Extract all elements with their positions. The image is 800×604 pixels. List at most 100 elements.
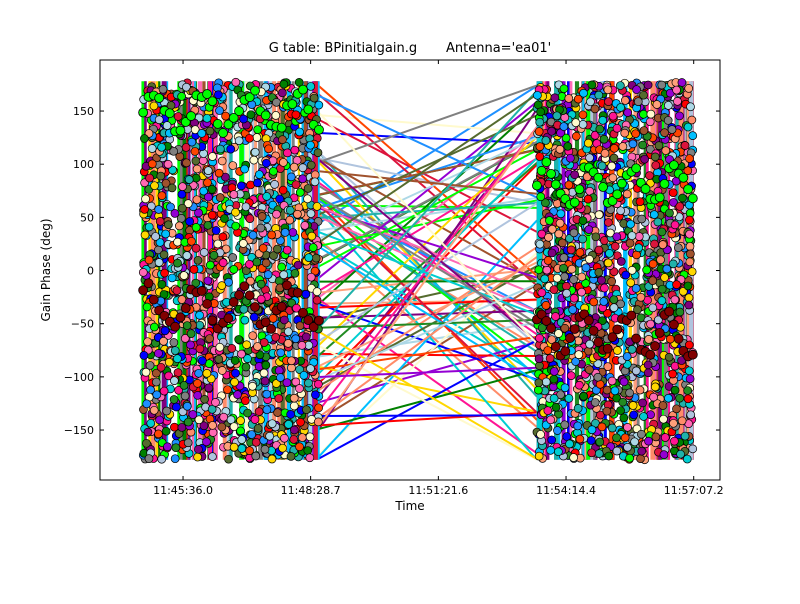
data-point (566, 440, 574, 448)
data-point (204, 167, 212, 175)
highlight-point (208, 97, 217, 106)
highlight-point (551, 342, 560, 351)
data-point (164, 221, 172, 229)
data-point (253, 134, 261, 142)
data-point (570, 454, 578, 462)
data-point (190, 265, 198, 273)
data-point (206, 127, 214, 135)
data-point (664, 101, 672, 109)
data-point (291, 269, 299, 277)
data-point (191, 147, 199, 155)
data-point (548, 225, 556, 233)
data-point (187, 330, 195, 338)
data-point (179, 183, 187, 191)
data-point (266, 432, 274, 440)
highlight-point (641, 184, 650, 193)
data-point (668, 126, 676, 134)
data-point (225, 455, 233, 463)
data-point (209, 421, 217, 429)
data-point (658, 81, 666, 89)
data-point (170, 395, 178, 403)
highlight-point (688, 194, 697, 203)
data-point (686, 258, 694, 266)
data-point (588, 449, 596, 457)
data-point (600, 284, 608, 292)
highlight-point (669, 161, 678, 170)
highlight-point (176, 126, 185, 135)
data-point (626, 239, 634, 247)
data-point (218, 157, 226, 165)
data-point (678, 417, 686, 425)
data-point (629, 140, 637, 148)
data-point (147, 419, 155, 427)
data-point (551, 94, 559, 102)
data-point (255, 408, 263, 416)
data-point (218, 282, 226, 290)
data-point (604, 98, 612, 106)
data-point (287, 357, 295, 365)
data-point (251, 148, 259, 156)
data-point (144, 338, 152, 346)
y-tick-label: 50 (80, 211, 94, 224)
data-point (621, 434, 629, 442)
data-point (198, 129, 206, 137)
data-point (306, 433, 314, 441)
data-point (542, 136, 550, 144)
highlight-point (632, 164, 641, 173)
data-point (553, 112, 561, 120)
data-point (293, 210, 301, 218)
highlight-point (655, 328, 664, 337)
highlight-point (314, 316, 323, 325)
data-point (311, 178, 319, 186)
data-point (232, 78, 240, 86)
data-point (151, 182, 159, 190)
data-point (550, 286, 558, 294)
data-point (304, 379, 312, 387)
data-point (605, 452, 613, 460)
data-point (208, 152, 216, 160)
data-point (535, 452, 543, 460)
data-point (569, 306, 577, 314)
data-point (613, 347, 621, 355)
highlight-point (176, 313, 185, 322)
data-point (671, 221, 679, 229)
data-point (155, 116, 163, 124)
highlight-point (547, 169, 556, 178)
data-point (289, 228, 297, 236)
data-point (174, 238, 182, 246)
data-point (296, 443, 304, 451)
data-point (157, 172, 165, 180)
data-point (273, 245, 281, 253)
data-point (290, 394, 298, 402)
data-point (534, 386, 542, 394)
data-point (588, 81, 596, 89)
data-point (193, 196, 201, 204)
data-point (230, 265, 238, 273)
data-point (590, 298, 598, 306)
data-point (208, 211, 216, 219)
data-point (308, 232, 316, 240)
x-tick-label: 11:51:21.6 (408, 484, 468, 497)
data-point (244, 409, 252, 417)
data-point (666, 335, 674, 343)
data-point (538, 289, 546, 297)
data-point (186, 341, 194, 349)
data-point (272, 98, 280, 106)
data-point (242, 363, 250, 371)
data-point (280, 434, 288, 442)
data-point (592, 233, 600, 241)
data-point (227, 145, 235, 153)
data-point (194, 391, 202, 399)
data-point (574, 422, 582, 430)
data-point (563, 433, 571, 441)
data-point (565, 394, 573, 402)
data-point (183, 159, 191, 167)
data-point (223, 386, 231, 394)
y-tick-label: 100 (73, 158, 94, 171)
data-point (184, 418, 192, 426)
data-point (272, 333, 280, 341)
data-point (146, 174, 154, 182)
highlight-point (251, 303, 260, 312)
data-point (542, 301, 550, 309)
